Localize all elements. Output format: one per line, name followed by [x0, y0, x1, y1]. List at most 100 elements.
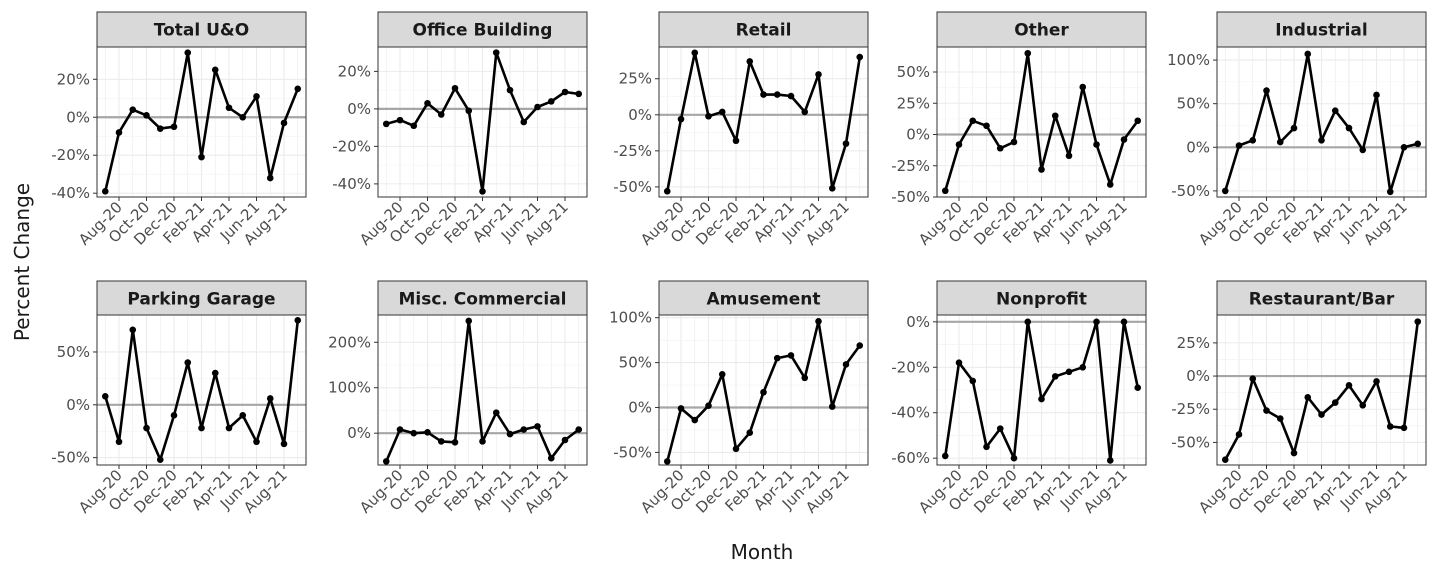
data-point — [969, 377, 977, 385]
data-point — [1345, 124, 1353, 132]
data-point — [691, 49, 699, 57]
y-tick-label: 100% — [609, 309, 652, 327]
data-point — [983, 122, 990, 130]
panel-title: Nonprofit — [996, 290, 1087, 310]
data-point — [663, 187, 671, 195]
data-point — [396, 116, 404, 124]
panel-strip — [377, 280, 588, 317]
data-point — [479, 438, 486, 445]
panel-total-u-o: Total U&O-40%-20%0%20%Aug-20Oct-20Dec-20… — [51, 11, 307, 249]
data-point — [1386, 188, 1394, 196]
data-point — [492, 409, 500, 417]
data-point — [746, 58, 754, 65]
data-point — [1079, 83, 1087, 91]
panel-office-building: Office Building-40%-20%0%20%Aug-20Oct-20… — [332, 11, 588, 249]
y-tick-label: -20% — [332, 137, 371, 155]
data-point — [760, 91, 767, 98]
data-point — [1263, 407, 1270, 414]
y-tick-label: -50% — [1171, 182, 1210, 200]
data-point — [534, 103, 541, 111]
data-point — [1386, 423, 1394, 430]
data-point — [1400, 143, 1408, 151]
y-tick-label: -25% — [613, 142, 652, 160]
data-point — [225, 104, 233, 112]
data-point — [801, 108, 809, 116]
data-point — [1120, 136, 1128, 143]
y-tick-label: 0% — [66, 396, 90, 414]
panel-title: Office Building — [413, 21, 553, 41]
data-point — [1290, 449, 1298, 457]
data-point — [773, 91, 781, 98]
data-point — [1373, 91, 1380, 99]
y-tick-label: 0% — [906, 126, 930, 144]
data-point — [1038, 166, 1045, 173]
panel-strip — [1216, 11, 1427, 48]
y-tick-label: -40% — [51, 184, 90, 202]
data-point — [129, 326, 137, 334]
data-point — [801, 374, 809, 382]
data-point — [941, 452, 949, 460]
y-tick-label: -50% — [1171, 433, 1210, 451]
data-point — [842, 140, 850, 147]
data-point — [143, 424, 150, 432]
panel-title: Total U&O — [154, 21, 249, 41]
y-tick-label: 0% — [628, 399, 652, 417]
y-tick-label: -50% — [891, 188, 930, 206]
data-point — [705, 112, 712, 120]
data-point — [1221, 187, 1229, 195]
data-point — [1024, 49, 1032, 57]
data-point — [561, 88, 569, 96]
y-tick-label: 0% — [347, 100, 371, 118]
y-tick-label: 25% — [897, 94, 930, 112]
panel-amusement: Amusement-50%0%50%100%Aug-20Oct-20Dec-20… — [609, 280, 869, 517]
data-point — [280, 440, 288, 448]
data-point — [156, 125, 164, 132]
data-point — [382, 458, 390, 465]
data-point — [691, 416, 699, 424]
y-tick-label: -40% — [891, 404, 930, 422]
panel-title: Retail — [736, 21, 792, 41]
y-tick-label: -20% — [51, 146, 90, 164]
data-point — [294, 316, 302, 324]
data-point — [266, 395, 274, 402]
data-point — [1318, 411, 1325, 418]
y-tick-label: 50% — [57, 343, 90, 361]
data-point — [437, 111, 445, 118]
data-point — [410, 429, 418, 437]
y-tick-label: 50% — [619, 354, 652, 372]
data-point — [1359, 146, 1367, 154]
data-point — [1120, 318, 1128, 326]
data-point — [732, 445, 740, 453]
data-point — [815, 317, 822, 325]
data-point — [143, 112, 150, 119]
data-point — [424, 99, 431, 107]
y-tick-label: -60% — [891, 449, 930, 467]
data-point — [705, 402, 712, 410]
data-point — [156, 456, 164, 464]
data-point — [1276, 138, 1284, 146]
data-point — [382, 120, 390, 128]
data-point — [479, 188, 486, 195]
data-point — [996, 144, 1004, 152]
data-point — [1221, 456, 1229, 463]
data-point — [561, 436, 569, 444]
panel-strip — [936, 11, 1147, 48]
data-point — [1051, 373, 1059, 380]
y-tick-label: 100% — [1167, 51, 1210, 69]
data-point — [1414, 318, 1422, 325]
y-tick-label: -25% — [1171, 400, 1210, 418]
data-point — [969, 117, 977, 125]
panel-restaurant-bar: Restaurant/Bar-50%-25%0%25%Aug-20Oct-20D… — [1171, 280, 1427, 517]
data-point — [1106, 181, 1114, 188]
data-point — [955, 359, 963, 367]
data-point — [1038, 395, 1045, 403]
panel-strip — [1216, 280, 1427, 317]
data-point — [773, 354, 781, 362]
data-point — [129, 106, 137, 113]
data-point — [1134, 384, 1142, 392]
y-tick-label: 20% — [57, 70, 90, 88]
data-point — [983, 443, 990, 451]
data-point — [534, 423, 541, 430]
data-point — [211, 369, 219, 377]
